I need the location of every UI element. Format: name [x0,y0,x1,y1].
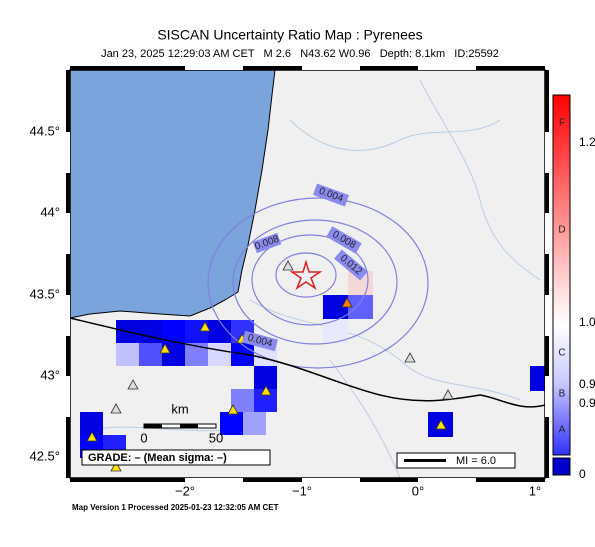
contours [207,197,429,369]
scale-bar-segment [144,424,162,428]
grade-text: GRADE: – (Mean sigma: –) [88,452,227,464]
colorbar [552,94,571,476]
title: SISCAN Uncertainty Ratio Map : Pyrenees [157,27,422,43]
lon-label: 0° [412,483,424,498]
lat-label: 42.5° [29,448,60,463]
grade-letter: A [559,425,566,436]
footer: Map Version 1 Processed 2025-01-23 12:32… [72,503,279,512]
colorbar-label: 1.2 [579,135,595,149]
border [70,317,545,408]
epicenter [289,259,323,290]
mi-box [396,452,516,469]
grade-letter: C [558,348,565,359]
frame-ticks [66,66,549,482]
colorbar-label: 0.9 [579,377,595,391]
lon-label: −2° [175,483,195,498]
grade-letter: D [558,225,565,236]
colorbar-label: 0 [579,467,586,481]
lon-label: −1° [292,483,312,498]
lat-label: 44.5° [29,123,60,138]
scale-bar-segment [180,424,198,428]
scale-start: 0 [140,430,147,445]
subtitle: Jan 23, 2025 12:29:03 AM CET M 2.6 N43.6… [101,48,499,60]
lon-label: 1° [529,483,541,498]
colorbar-label: 0.9 [579,396,595,410]
map-area [70,70,545,478]
lat-label: 43° [40,367,60,382]
grade-letter: B [559,389,566,400]
colorbar-label: 1.0 [579,315,595,329]
scale-end: 50 [209,430,223,445]
mi-text: MI = 6.0 [456,455,496,467]
grade-letter: F [559,118,565,129]
lat-label: 43.5° [29,286,60,301]
ocean [70,70,276,319]
scale-unit: km [171,401,188,416]
rivers [89,79,541,478]
lat-label: 44° [40,204,60,219]
grade-box [81,449,271,466]
mi-line [404,459,446,462]
